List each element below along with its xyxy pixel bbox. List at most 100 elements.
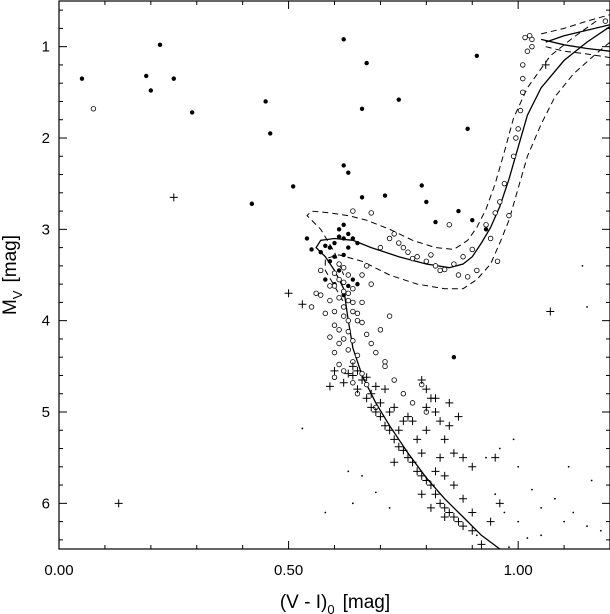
- plus-point: [546, 307, 555, 316]
- open-circle-point: [414, 254, 420, 260]
- y-tick-label: 2: [42, 130, 50, 147]
- plus-point: [436, 417, 445, 426]
- open-circle-point: [446, 222, 452, 228]
- plus-point: [436, 453, 445, 462]
- open-circle-point: [363, 331, 370, 338]
- open-circle-point: [510, 153, 517, 159]
- open-circle-point: [529, 43, 535, 50]
- filled-circle-point: [359, 106, 365, 111]
- open-circle-point: [487, 235, 494, 242]
- plus-point: [436, 499, 445, 508]
- plus-point: [422, 476, 431, 485]
- open-circle-point: [331, 349, 338, 356]
- open-circle-point: [400, 391, 407, 397]
- plus-point: [381, 421, 390, 430]
- dot-point: [388, 507, 391, 509]
- plus-point: [541, 60, 550, 69]
- filled-circle-point: [350, 236, 356, 241]
- open-circle-point: [520, 62, 526, 68]
- open-circle-point: [318, 267, 324, 274]
- filled-circle-point: [346, 245, 351, 250]
- dot-point: [540, 534, 543, 537]
- open-circle-point: [340, 368, 347, 374]
- plus-point: [468, 508, 477, 517]
- open-circle-point: [464, 274, 471, 280]
- open-circle-point: [386, 313, 393, 319]
- plus-point: [339, 378, 348, 387]
- plus-point: [371, 382, 380, 391]
- open-circle-point: [474, 267, 480, 274]
- filled-circle-point: [148, 88, 154, 93]
- dot-point: [517, 520, 520, 523]
- plus-point: [426, 481, 435, 490]
- open-circle-point: [400, 244, 407, 251]
- open-circle-point: [345, 272, 351, 278]
- filled-circle-point: [309, 247, 314, 252]
- open-circle-point: [350, 380, 356, 386]
- open-circle-point: [90, 106, 97, 112]
- open-circle-point: [520, 75, 526, 82]
- y-tick-label: 6: [42, 495, 50, 512]
- open-circle-point: [359, 370, 365, 377]
- dot-point: [485, 456, 487, 459]
- plus-point: [440, 435, 449, 444]
- plus-point: [394, 442, 403, 451]
- plus-point: [394, 426, 403, 435]
- open-circle-point: [442, 266, 448, 273]
- filled-circle-point: [332, 254, 337, 259]
- filled-circle-point: [290, 184, 296, 189]
- open-circle-point: [469, 246, 475, 253]
- filled-circle-point: [268, 131, 273, 136]
- open-circle-point: [340, 264, 347, 271]
- plus-point: [348, 362, 357, 371]
- open-circle-point: [513, 135, 519, 141]
- dot-point: [498, 447, 501, 450]
- open-circle-point: [526, 33, 533, 39]
- dashed-isochrone-6: [545, 46, 610, 59]
- filled-circle-point: [323, 243, 328, 248]
- filled-circle-point: [359, 195, 365, 200]
- plus-point: [381, 385, 390, 394]
- filled-circle-point: [424, 199, 429, 205]
- dashed-isochrone-5: [540, 14, 610, 35]
- open-circle-point: [327, 297, 333, 304]
- filled-circle-point: [364, 60, 369, 66]
- open-circle-point: [318, 292, 324, 298]
- plus-point: [348, 371, 357, 380]
- solid-isochrone-3: [545, 24, 610, 43]
- plus-point: [403, 453, 412, 462]
- plus-point: [426, 503, 435, 512]
- open-circle-point: [437, 267, 443, 274]
- plus-point: [417, 449, 426, 458]
- open-circle-point: [331, 322, 338, 328]
- plus-point: [362, 373, 371, 382]
- open-circle-point: [350, 208, 356, 214]
- open-circle-point: [345, 317, 351, 324]
- open-circle-point: [331, 308, 338, 315]
- open-circle-point: [409, 255, 416, 262]
- open-circle-point: [363, 381, 370, 388]
- filled-circle-point: [249, 201, 255, 206]
- dot-point: [475, 534, 478, 537]
- filled-circle-point: [396, 97, 401, 102]
- open-circle-point: [506, 212, 512, 219]
- open-circle-point: [336, 340, 342, 347]
- plus-point: [413, 435, 422, 444]
- open-circle-point: [331, 270, 338, 276]
- open-circle-point: [336, 261, 342, 267]
- plus-point: [422, 385, 431, 394]
- plus-point: [431, 490, 440, 499]
- plus-point: [367, 389, 376, 398]
- open-circle-point: [350, 338, 356, 344]
- open-circle-point: [336, 276, 342, 283]
- open-circle-point: [494, 258, 501, 264]
- plus-point: [367, 403, 376, 412]
- filled-circle-point: [355, 281, 360, 287]
- filled-circle-point: [336, 268, 342, 273]
- open-circle-point: [345, 328, 351, 335]
- open-circle-point: [428, 252, 434, 258]
- open-circle-point: [354, 352, 361, 359]
- filled-circle-point: [483, 227, 489, 232]
- open-circle-point: [354, 310, 361, 317]
